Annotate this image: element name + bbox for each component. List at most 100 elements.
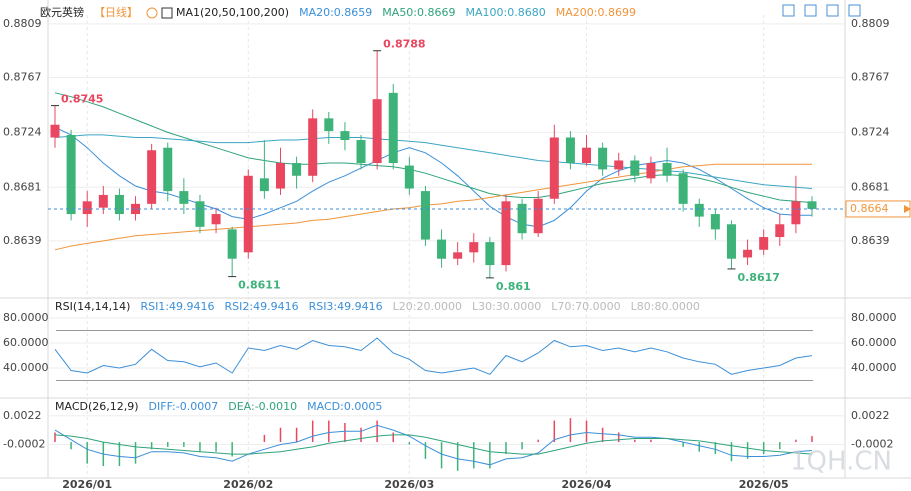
candle-body bbox=[131, 203, 141, 215]
candle-body bbox=[759, 237, 769, 250]
candle-body bbox=[726, 224, 736, 259]
y-tick-label: 80.0000 bbox=[3, 311, 49, 324]
indicator-icon bbox=[161, 7, 173, 19]
candle-body bbox=[388, 92, 398, 164]
y-tick-label: 40.0000 bbox=[3, 361, 49, 374]
candle-body bbox=[420, 191, 430, 240]
candle-body bbox=[775, 224, 785, 238]
legend-entry: RSI1:49.9416 bbox=[140, 300, 214, 313]
legend-entry: MA100:0.8680 bbox=[466, 6, 546, 19]
annotation: 0.8611 bbox=[238, 279, 280, 292]
legend-entry: RSI3:49.9416 bbox=[309, 300, 383, 313]
candle-body bbox=[275, 163, 285, 189]
tool-icon[interactable] bbox=[826, 4, 839, 17]
y-tick-label: 0.8767 bbox=[3, 71, 42, 84]
candle-body bbox=[98, 194, 108, 208]
candle-body bbox=[694, 203, 704, 217]
x-tick-label: 2026/02 bbox=[223, 478, 273, 491]
tool-icon[interactable] bbox=[782, 4, 795, 17]
y-tick-label: -0.0002 bbox=[3, 437, 45, 450]
tool-icon[interactable] bbox=[848, 4, 861, 17]
candle-body bbox=[211, 214, 221, 225]
x-tick-label: 2026/05 bbox=[739, 478, 789, 491]
legend-entry: MA50:0.8669 bbox=[382, 6, 455, 19]
ma-line bbox=[54, 163, 812, 251]
price-arrow bbox=[904, 204, 911, 213]
panel-title: RSI(14,14,14) bbox=[55, 300, 130, 313]
candle-body bbox=[791, 201, 801, 225]
candle-body bbox=[453, 252, 463, 259]
candle-body bbox=[324, 118, 334, 132]
y-tick-label: 0.8767 bbox=[851, 71, 890, 84]
candle-body bbox=[163, 147, 173, 192]
legend-entry: L20:20.0000 bbox=[393, 300, 462, 313]
candle-body bbox=[807, 201, 817, 209]
y-tick-label: 60.0000 bbox=[3, 336, 49, 349]
candle-body bbox=[678, 173, 688, 204]
candle-body bbox=[517, 203, 527, 234]
period: 【日线】 bbox=[94, 5, 138, 19]
candle-body bbox=[630, 160, 640, 176]
candle-body bbox=[646, 163, 656, 179]
y-tick-label: 0.8724 bbox=[851, 125, 890, 138]
candle-body bbox=[308, 118, 318, 176]
y-tick-label: 0.8809 bbox=[851, 17, 890, 30]
price-label: 0.8664 bbox=[850, 202, 889, 215]
y-tick-label: 80.0000 bbox=[851, 311, 897, 324]
rsi-line bbox=[54, 337, 813, 375]
candle-body bbox=[743, 249, 753, 258]
candle-body bbox=[372, 99, 382, 164]
candle-body bbox=[179, 191, 189, 204]
candle-body bbox=[469, 242, 479, 253]
candle-body bbox=[195, 201, 205, 227]
ma-line bbox=[54, 134, 813, 189]
candle-body bbox=[565, 137, 575, 164]
y-tick-label: -0.0002 bbox=[851, 437, 893, 450]
macd-line bbox=[54, 424, 813, 466]
tool-icon[interactable] bbox=[804, 4, 817, 17]
candle-body bbox=[114, 194, 124, 215]
legend-entry: DIFF:-0.0007 bbox=[149, 400, 219, 413]
y-tick-label: 0.8639 bbox=[851, 234, 890, 247]
legend-entry: L80:80.0000 bbox=[631, 300, 700, 313]
indicator: MA1(20,50,100,200) bbox=[176, 6, 289, 19]
candle-body bbox=[292, 163, 302, 176]
y-tick-label: 0.0022 bbox=[3, 409, 42, 422]
legend-entry: MA200:0.8699 bbox=[556, 6, 636, 19]
candle-body bbox=[404, 165, 414, 189]
candle-body bbox=[533, 198, 543, 234]
candle-body bbox=[243, 175, 253, 253]
candle-body bbox=[50, 124, 60, 138]
y-tick-label: 40.0000 bbox=[851, 361, 897, 374]
x-tick-label: 2026/01 bbox=[62, 478, 112, 491]
y-tick-label: 0.8809 bbox=[3, 17, 42, 30]
candle-body bbox=[259, 178, 269, 192]
panel-title: MACD(26,12,9) bbox=[55, 400, 139, 413]
legend-entry: RSI2:49.9416 bbox=[225, 300, 299, 313]
legend-entry: MACD:0.0005 bbox=[307, 400, 382, 413]
legend-entry: MA20:0.8659 bbox=[299, 6, 372, 19]
candle-body bbox=[662, 163, 672, 176]
legend-entry: L30:30.0000 bbox=[472, 300, 541, 313]
candle-body bbox=[66, 134, 76, 215]
y-tick-label: 60.0000 bbox=[851, 336, 897, 349]
candle-body bbox=[598, 147, 608, 170]
annotation: 0.8745 bbox=[61, 93, 103, 106]
watermark: 1QH.CN bbox=[790, 447, 892, 477]
annotation: 0.861 bbox=[496, 280, 531, 293]
y-tick-label: 0.8724 bbox=[3, 125, 42, 138]
macd-line bbox=[54, 434, 813, 455]
candle-body bbox=[501, 201, 511, 266]
x-tick-label: 2026/03 bbox=[384, 478, 434, 491]
annotation: 0.8788 bbox=[383, 38, 425, 51]
annotation: 0.8617 bbox=[737, 271, 779, 284]
candle-body bbox=[437, 239, 447, 259]
x-tick-label: 2026/04 bbox=[562, 478, 612, 491]
y-tick-label: 0.8681 bbox=[3, 180, 42, 193]
candle-body bbox=[549, 137, 559, 199]
candle-body bbox=[582, 147, 592, 164]
y-tick-label: 0.8681 bbox=[851, 180, 890, 193]
add-icon bbox=[146, 7, 158, 19]
